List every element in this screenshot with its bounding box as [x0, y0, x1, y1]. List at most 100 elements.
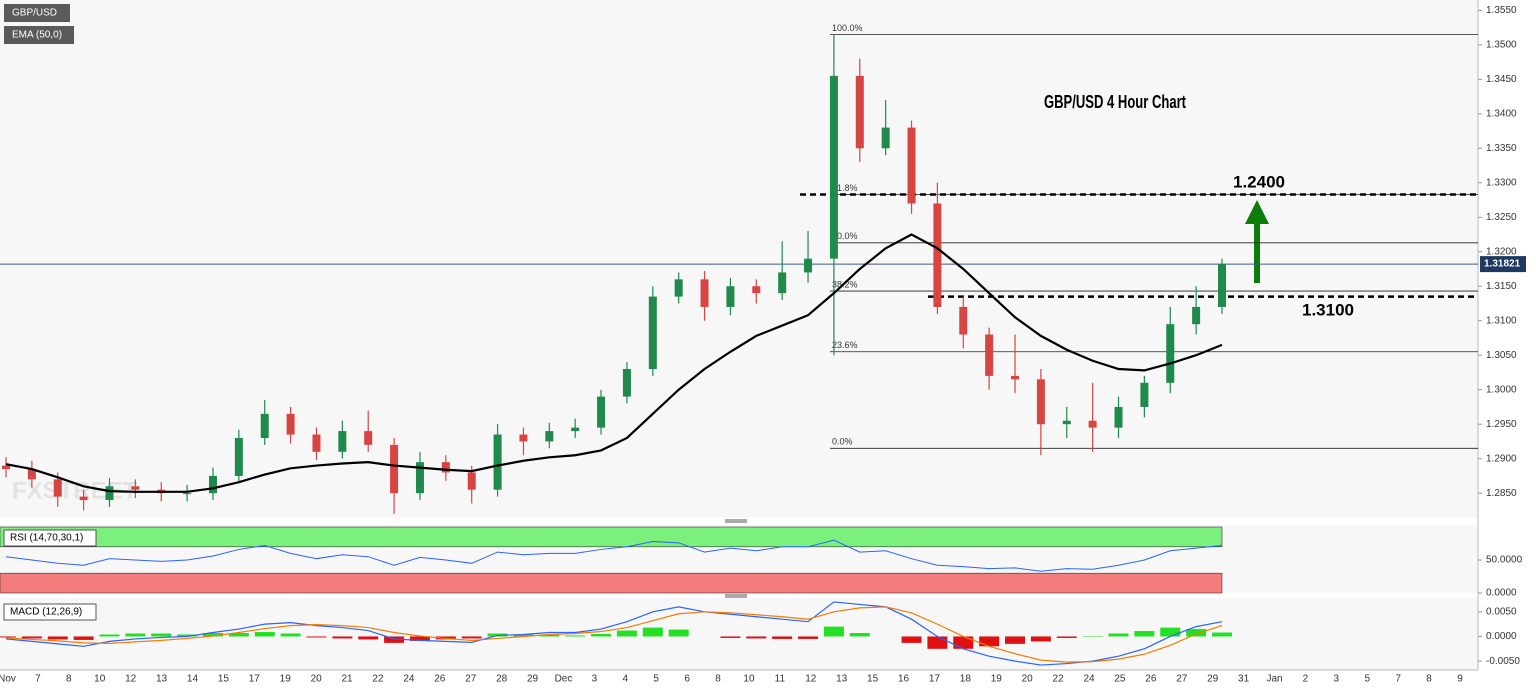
candle-body	[105, 486, 114, 501]
macd-line	[5, 606, 1223, 663]
y-tick-label: 1.3350	[1486, 143, 1517, 154]
rsi-band	[0, 526, 1223, 548]
macd-histogram-bar	[461, 636, 482, 639]
candle-body	[1140, 382, 1149, 407]
candle-body	[183, 493, 192, 495]
symbol-label: GBP/USD	[12, 8, 57, 19]
x-tick-label: 24	[403, 674, 415, 685]
candle-body	[985, 334, 994, 376]
macd-histogram-bar	[823, 626, 844, 637]
x-tick-label: 31	[1238, 674, 1250, 685]
price-pane	[0, 0, 1478, 518]
candle-body	[545, 431, 554, 442]
x-tick-label: 10	[743, 674, 755, 685]
macd-histogram-bar	[1134, 631, 1155, 637]
candle-body	[53, 479, 62, 497]
y-tick-label: 1.3100	[1486, 315, 1517, 326]
indicator-tag[interactable]	[3, 529, 97, 547]
candle-body	[648, 296, 657, 370]
rsi-line	[5, 539, 1223, 572]
indicator-title: RSI (14,70,30,1)	[10, 533, 83, 544]
x-tick-label: 20	[1022, 674, 1034, 685]
x-tick-label: 14	[187, 674, 199, 685]
macd-histogram-bar	[616, 630, 637, 637]
candle-body	[674, 279, 683, 297]
fib-label: 100.0%	[832, 23, 863, 33]
candle-body	[622, 369, 631, 397]
x-tick-label: Jan	[1266, 674, 1282, 685]
candle-body	[881, 127, 890, 149]
y-tick-label: 0.0000	[1486, 588, 1517, 599]
candle-body	[415, 462, 424, 494]
x-tick-label: 22	[372, 674, 384, 685]
candle-body	[855, 75, 864, 149]
x-tick-label: 16	[898, 674, 910, 685]
macd-histogram-bar	[1056, 636, 1077, 638]
candle-body	[1062, 420, 1071, 425]
x-tick-label: 3	[592, 674, 598, 685]
candle-body	[752, 286, 761, 294]
candle-body	[286, 413, 295, 435]
candle-body	[778, 272, 787, 294]
x-tick-label: 5	[653, 674, 659, 685]
y-tick-label: 1.2950	[1486, 419, 1517, 430]
x-tick-label: 21	[342, 674, 354, 685]
macd-histogram-bar	[202, 633, 223, 637]
candle-body	[571, 427, 580, 432]
x-tick-label: 2	[1303, 674, 1309, 685]
x-tick-label: 13	[156, 674, 168, 685]
x-tick-label: 10	[94, 674, 106, 685]
macd-histogram-bar	[151, 633, 172, 637]
level-annotation: 1.2400	[1233, 172, 1285, 191]
last-price-label: 1.31821	[1484, 259, 1521, 270]
arrow-head	[1245, 200, 1269, 224]
candle-body	[726, 286, 735, 307]
candle-body	[829, 75, 838, 259]
macd-histogram-bar	[927, 636, 948, 649]
fib-label: 23.6%	[832, 340, 858, 350]
candle-body	[907, 127, 916, 204]
macd-histogram-bar	[358, 636, 379, 640]
indicator-tag[interactable]	[4, 26, 74, 44]
candle-body	[933, 203, 942, 307]
candle-body	[27, 469, 36, 480]
candle-body	[364, 431, 373, 445]
x-tick-label: 12	[805, 674, 817, 685]
macd-histogram-bar	[798, 636, 819, 639]
candle-body	[1011, 375, 1020, 380]
candle-body	[597, 396, 606, 428]
macd-histogram-bar	[1108, 633, 1129, 637]
macd-histogram-bar	[1186, 629, 1207, 637]
last-price-tag	[1480, 256, 1526, 273]
indicator-tag[interactable]	[3, 603, 97, 621]
candle-body	[234, 437, 243, 476]
x-tick-label: 27	[465, 674, 477, 685]
x-tick-label: 6	[684, 674, 690, 685]
symbol-tag[interactable]	[4, 4, 70, 22]
pane-handle[interactable]	[725, 519, 747, 523]
macd-histogram-bar	[228, 633, 249, 637]
y-tick-label: 1.2900	[1486, 453, 1517, 464]
macd-histogram-bar	[1160, 627, 1181, 637]
macd-histogram-bar	[901, 636, 922, 643]
x-tick-label: 11	[775, 674, 786, 685]
x-tick-label: 26	[1145, 674, 1157, 685]
x-tick-label: 12	[125, 674, 137, 685]
candle-body	[467, 472, 476, 490]
candle-body	[1088, 420, 1097, 428]
macd-histogram-bar	[513, 634, 534, 637]
macd-histogram-bar	[0, 636, 16, 638]
y-tick-label: 1.3150	[1486, 281, 1517, 292]
y-tick-label: 1.3400	[1486, 108, 1517, 119]
x-tick-label: 20	[311, 674, 323, 685]
macd-histogram-bar	[565, 635, 586, 637]
x-tick-label: 27	[1176, 674, 1188, 685]
pane-handle[interactable]	[725, 594, 747, 598]
macd-histogram-bar	[177, 634, 198, 637]
x-tick-label: Nov	[0, 674, 16, 685]
x-tick-label: 17	[249, 674, 261, 685]
macd-histogram-bar	[99, 634, 120, 637]
candle-body	[519, 434, 528, 442]
